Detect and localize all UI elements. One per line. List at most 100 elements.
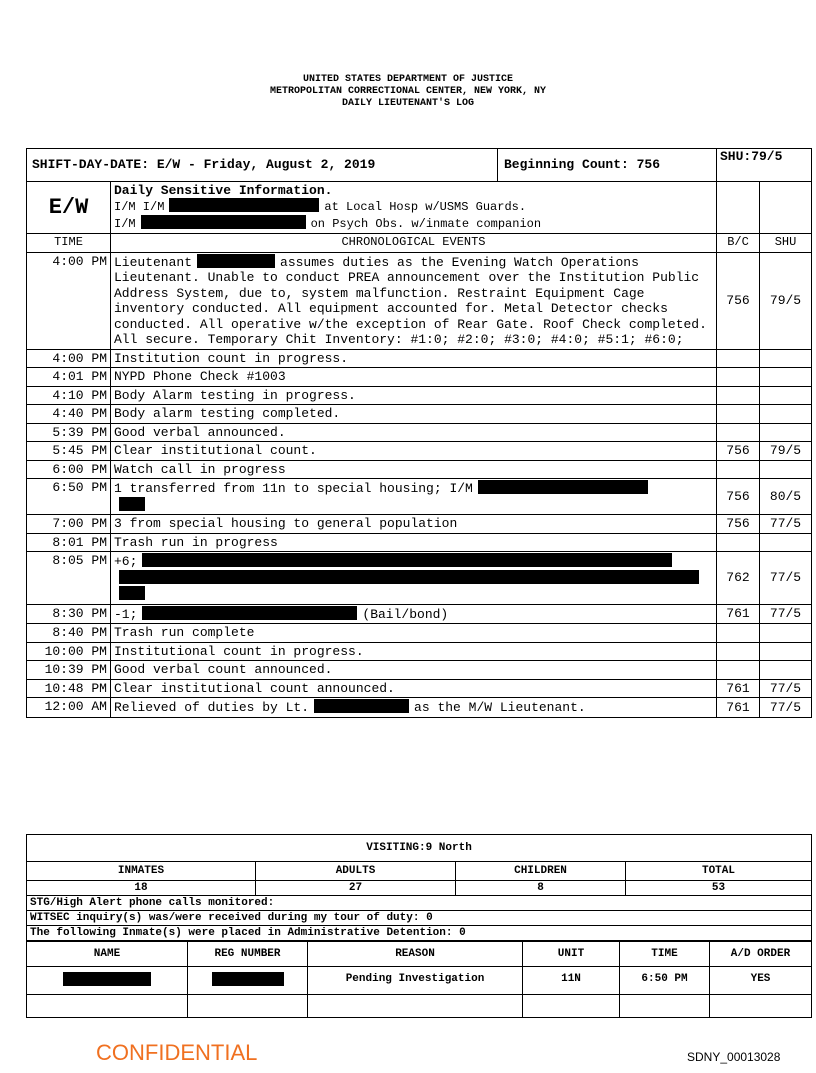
sensitive-text: I/M I/M [114,200,165,214]
log-shu: 77/5 [758,603,813,624]
log-event: 1 transferred from 11n to special housin… [110,478,717,515]
log-shu [758,385,813,405]
log-event: -1; (Bail/bond) [110,603,717,624]
log-row: 6:50 PM 1 transferred from 11n to special… [26,478,813,515]
log-row: 8:01 PM Trash run in progress [26,532,813,552]
log-bc [716,641,760,661]
log-row: 12:00 AM Relieved of duties by Lt. as the … [26,697,813,718]
note: STG/High Alert phone calls monitored: [26,895,812,911]
log-bc [716,385,760,405]
log-time: 4:10 PM [26,385,111,405]
log-shu [758,367,813,387]
shu-value: 77/5 [769,680,802,696]
event-text: Good verbal announced. [114,424,286,440]
log-event: 3 from special housing to general popula… [110,514,717,534]
visiting-value: 27 [255,880,456,896]
event-text: Body Alarm testing in progress. [114,387,356,403]
log-event: Trash run in progress [110,532,717,552]
log-shu [758,459,813,479]
redaction [477,480,648,494]
log-row: 4:10 PM Body Alarm testing in progress. [26,385,813,405]
sensitive-text: on Psych Obs. w/inmate companion [310,217,542,231]
event-text: Lieutenant [114,254,193,270]
log-time: 4:00 PM [26,348,111,368]
log-bc: 756 [716,251,760,350]
log-time: 10:00 PM [26,641,111,661]
event-text: +6; [114,554,138,569]
log-bc [716,367,760,387]
visiting-header-row: INMATES ADULTS CHILDREN TOTAL [26,861,812,881]
detention-unit: 11N [522,966,620,995]
header: UNITED STATES DEPARTMENT OF JUSTICE METRO… [0,74,816,110]
log-bc: 761 [716,603,760,624]
redaction [169,198,320,212]
header-line: UNITED STATES DEPARTMENT OF JUSTICE [302,74,514,85]
log-time: 4:40 PM [26,404,111,424]
log-row: 4:00 PM Institution count in progress. [26,348,813,368]
redaction [119,586,145,600]
log-row: 5:39 PM Good verbal announced. [26,422,813,442]
column-header: B/C [716,233,760,253]
redacted-cell [26,966,188,995]
log-bc [716,660,760,680]
log-bc: 762 [716,551,760,605]
redaction [140,215,306,229]
bc-value: 762 [726,570,750,585]
bc-value: 761 [726,606,750,621]
shu-value: 77/5 [769,606,802,621]
log-row: 7:00 PM 3 from special housing to general… [26,514,813,534]
note: WITSEC inquiry(s) was/were received duri… [26,910,812,926]
log-time: 4:01 PM [26,367,111,387]
empty-cell [26,994,188,1018]
log-bc: 761 [716,697,760,718]
log-row: 10:39 PM Good verbal count announced. [26,660,813,680]
event-text: as the M/W Lieutenant. [414,700,586,715]
event-text: Body alarm testing completed. [114,406,341,421]
log-event: Clear institutional count announced. [110,678,717,698]
event-text: Clear institutional count. [114,443,317,458]
sensitive-line: I/M on Psych Obs. w/inmate companion [114,215,713,232]
log-row: 8:40 PM Trash run complete [26,623,813,643]
visiting-title: VISITING:9 North [26,834,812,862]
bc-value: 761 [726,680,750,696]
empty-cell [307,994,523,1018]
log-time: 10:48 PM [26,678,111,698]
sensitive-title: Daily Sensitive Information. [114,183,333,198]
redaction [211,972,284,986]
log-shu: 80/5 [758,478,813,515]
visiting-value-row: 18 27 8 53 [26,880,812,896]
log-row: 5:45 PM Clear institutional count. 756 79/5 [26,441,813,461]
shift-row: SHIFT-DAY-DATE: E/W - Friday, August 2, … [26,148,813,182]
detention-table: NAME REG NUMBER REASON UNIT TIME A/D ORDER Pen… [26,941,812,1018]
log-shu: 77/5 [758,514,813,534]
redaction [197,253,276,268]
detention-time: 6:50 PM [619,966,710,995]
log-bc [716,404,760,424]
beginning-count: Beginning Count: 756 [497,149,660,181]
log-bc: 756 [716,441,760,461]
sensitive-text: I/M [114,217,136,231]
log-row: 4:01 PM NYPD Phone Check #1003 [26,367,813,387]
bc-value: 761 [726,699,750,715]
visiting-title-row: VISITING:9 North [26,834,812,862]
log-bc [716,459,760,479]
log-time: 10:39 PM [26,660,111,680]
log-row: 10:48 PM Clear institutional count announ… [26,678,813,698]
confidential-stamp: CONFIDENTIAL [96,1040,258,1065]
detention-header: A/D ORDER [709,941,812,967]
event-text: 1 transferred from 11n to special housin… [114,481,473,496]
header-line: METROPOLITAN CORRECTIONAL CENTER, NEW YO… [269,86,547,97]
log-shu [758,641,813,661]
bates-number: SDNY_00013028 [687,1050,781,1064]
log-time: 5:39 PM [26,422,111,442]
log-event: Body Alarm testing in progress. [110,385,717,405]
shu-count: SHU:79/5 [715,148,813,182]
empty-cell [522,994,620,1018]
log-time: 8:30 PM [26,603,111,624]
note: The following Inmate(s) were placed in A… [26,925,812,941]
log-event: Good verbal count announced. [110,660,717,680]
log-event: Good verbal announced. [110,422,717,442]
bc-value: 756 [726,443,750,458]
log-time: 12:00 AM [26,697,111,718]
